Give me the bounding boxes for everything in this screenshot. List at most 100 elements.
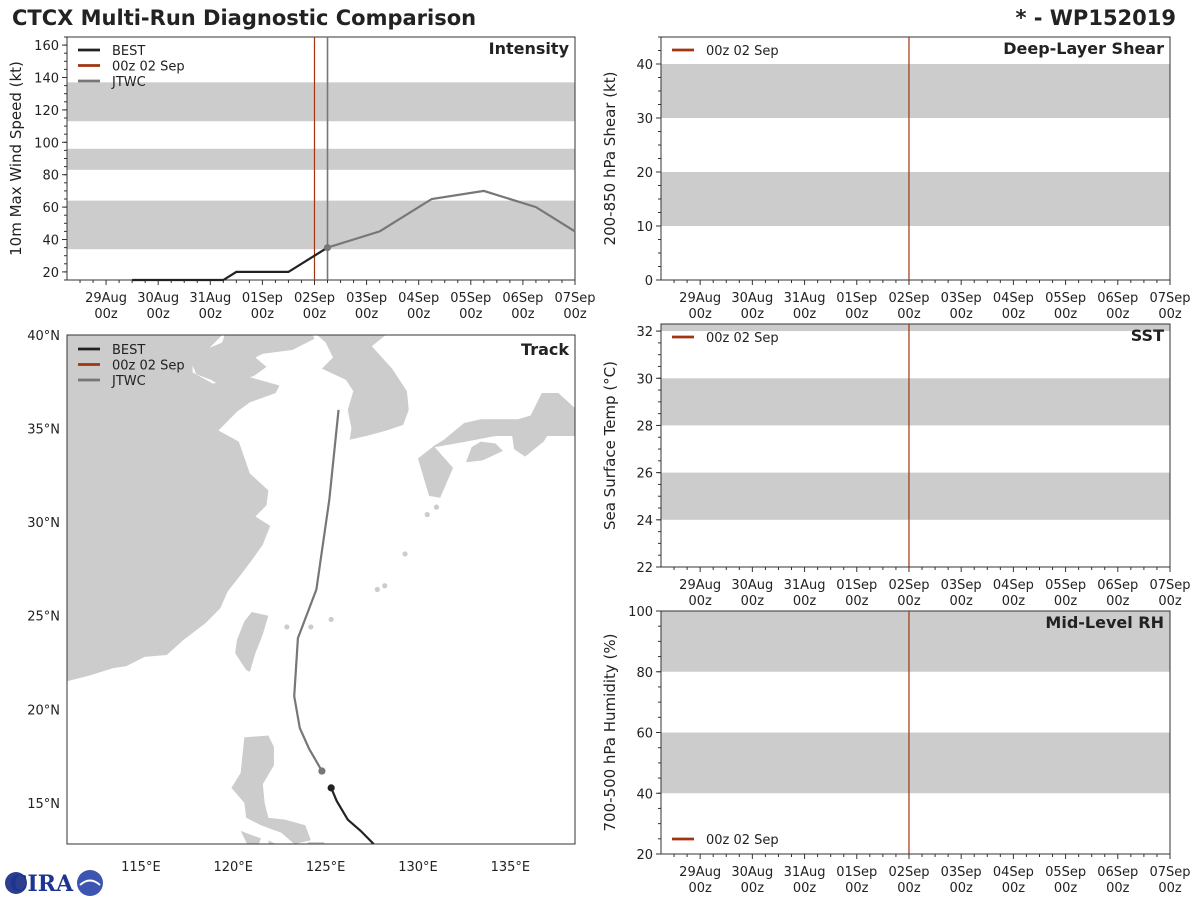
shear-x-tick-hour: 00z: [1158, 307, 1182, 322]
sst-x-tick-day: 01Sep: [836, 578, 877, 593]
sst-x-tick-day: 02Sep: [888, 578, 929, 593]
cira-logo: CIRA: [5, 870, 103, 897]
intensity-shade-band: [67, 148, 575, 170]
shear-x-tick-day: 30Aug: [731, 291, 773, 306]
sst-x-tick-day: 03Sep: [941, 578, 982, 593]
luzon-landmass: [231, 735, 311, 844]
logo-text: CIRA: [10, 871, 74, 897]
shear-x-tick-day: 07Sep: [1149, 291, 1190, 306]
track-lon-label: 135°E: [491, 860, 531, 875]
rh-y-tick-label: 80: [636, 666, 653, 681]
sst-shade-band: [661, 378, 1170, 426]
shear-x-tick-day: 29Aug: [679, 291, 721, 306]
ryukyu-island: [284, 624, 290, 630]
rh-x-tick-hour: 00z: [688, 881, 712, 896]
sst-x-tick-hour: 00z: [845, 594, 869, 609]
rh-x-tick-day: 29Aug: [679, 865, 721, 880]
sst-y-tick-label: 22: [636, 561, 653, 576]
rh-x-tick-hour: 00z: [1106, 881, 1130, 896]
track-lat-label: 30°N: [27, 516, 60, 531]
korea-landmass: [316, 335, 409, 440]
track-lon-label: 130°E: [398, 860, 438, 875]
shear-x-tick-hour: 00z: [1106, 307, 1130, 322]
sst-x-tick-day: 05Sep: [1045, 578, 1086, 593]
intensity-x-tick-day: 06Sep: [502, 291, 543, 306]
track-panel: 115°E 120°E 125°E 130°E 135°E 15°N 20°N 25°N 30°…: [27, 329, 576, 875]
rh-x-tick-day: 05Sep: [1045, 865, 1086, 880]
intensity-y-tick-label: 140: [34, 72, 59, 87]
rh-x-tick-hour: 00z: [845, 881, 869, 896]
storm-id: * - WP152019: [1015, 6, 1176, 30]
intensity-shade-band: [67, 200, 575, 250]
sst-x-tick-hour: 00z: [688, 594, 712, 609]
intensity-x-tick-day: 04Sep: [398, 291, 439, 306]
logo-wave-icon: [79, 879, 101, 886]
sst-panel: 22242628303229Aug00z30Aug00z31Aug00z01Se…: [601, 323, 1191, 609]
track-series-jtwc: [293, 409, 340, 772]
sst-title: SST: [1131, 326, 1164, 345]
track-lon-label: 115°E: [121, 860, 161, 875]
rh-x-tick-hour: 00z: [1002, 881, 1026, 896]
track-lat-label: 15°N: [27, 797, 60, 812]
sst-x-tick-hour: 00z: [793, 594, 817, 609]
intensity-x-tick-day: 02Sep: [294, 291, 335, 306]
intensity-y-tick-label: 120: [34, 104, 59, 119]
shear-shade-band: [661, 64, 1170, 118]
sst-x-tick-day: 04Sep: [993, 578, 1034, 593]
rh-title: Mid-Level RH: [1045, 613, 1164, 632]
intensity-x-tick-hour: 00z: [303, 307, 327, 322]
rh-x-tick-hour: 00z: [1158, 881, 1182, 896]
sst-x-tick-hour: 00z: [1002, 594, 1026, 609]
rh-x-tick-hour: 00z: [897, 881, 921, 896]
shear-panel: 01020304029Aug00z30Aug00z31Aug00z01Sep00…: [601, 36, 1191, 322]
shear-x-tick-hour: 00z: [1054, 307, 1078, 322]
sst-x-tick-day: 31Aug: [784, 578, 826, 593]
ryukyu-island: [382, 583, 388, 589]
shear-x-tick-day: 06Sep: [1097, 291, 1138, 306]
sst-x-tick-hour: 00z: [897, 594, 921, 609]
sst-shade-band: [661, 324, 1170, 332]
track-lat-label: 25°N: [27, 610, 60, 625]
shear-x-tick-day: 03Sep: [941, 291, 982, 306]
logo-globe-icon: [5, 872, 27, 894]
rh-x-tick-day: 04Sep: [993, 865, 1034, 880]
intensity-x-tick-hour: 00z: [94, 307, 118, 322]
intensity-x-tick-hour: 00z: [199, 307, 223, 322]
shear-x-tick-day: 05Sep: [1045, 291, 1086, 306]
intensity-x-tick-day: 03Sep: [346, 291, 387, 306]
shear-x-tick-hour: 00z: [897, 307, 921, 322]
track-legend-label: JTWC: [111, 374, 146, 389]
shear-x-tick-hour: 00z: [793, 307, 817, 322]
sst-x-tick-day: 29Aug: [679, 578, 721, 593]
intensity-y-tick-label: 80: [42, 169, 59, 184]
intensity-x-tick-day: 30Aug: [137, 291, 179, 306]
sst-x-tick-hour: 00z: [741, 594, 765, 609]
ryukyu-island: [402, 551, 408, 557]
track-legend-label: BEST: [112, 343, 145, 358]
intensity-x-tick-day: 01Sep: [242, 291, 283, 306]
track-lat-label: 40°N: [27, 329, 60, 344]
sst-frame: [660, 323, 1171, 568]
shear-x-tick-day: 01Sep: [836, 291, 877, 306]
intensity-x-tick-day: 07Sep: [554, 291, 595, 306]
track-lon-label: 120°E: [213, 860, 253, 875]
sst-legend-label: 00z 02 Sep: [706, 331, 779, 346]
rh-y-tick-label: 60: [636, 727, 653, 742]
intensity-shade-band: [67, 82, 575, 122]
shear-y-tick-label: 0: [645, 274, 653, 289]
intensity-y-tick-label: 100: [34, 136, 59, 151]
rh-legend-label: 00z 02 Sep: [706, 833, 779, 848]
intensity-legend-label: JTWC: [111, 75, 146, 90]
taiwan-landmass: [235, 611, 269, 672]
mindoro-landmass: [240, 830, 261, 844]
shear-y-tick-label: 30: [636, 112, 653, 127]
rh-x-tick-hour: 00z: [1054, 881, 1078, 896]
track-title: Track: [521, 340, 569, 359]
intensity-y-tick-label: 160: [34, 39, 59, 54]
track-lat-label: 20°N: [27, 703, 60, 718]
sst-y-tick-label: 24: [636, 514, 653, 529]
intensity-x-tick-hour: 00z: [251, 307, 275, 322]
sst-y-tick-label: 28: [636, 419, 653, 434]
sst-x-tick-hour: 00z: [949, 594, 973, 609]
rh-shade-band: [661, 732, 1170, 794]
